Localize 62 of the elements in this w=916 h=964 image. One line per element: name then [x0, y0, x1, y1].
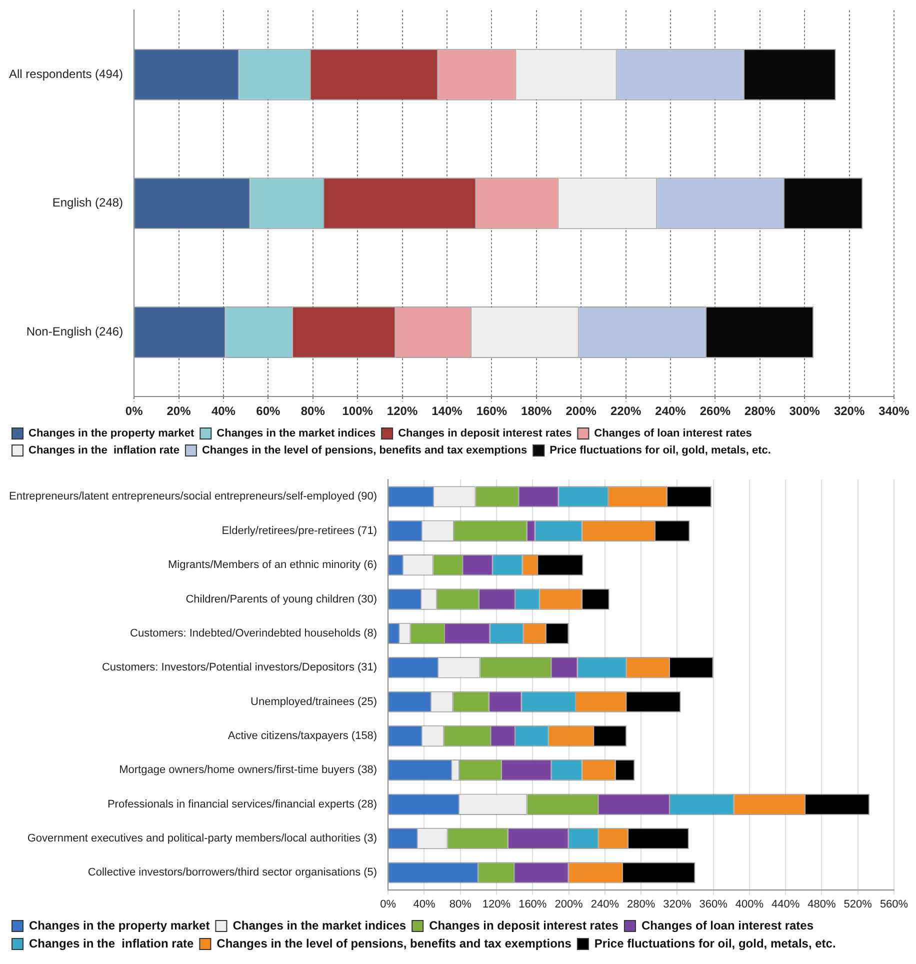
y-tick-label: Customers: Investors/Potential investors/Depositors (31)	[102, 662, 378, 674]
x-tick-label: 320%	[663, 898, 692, 910]
x-tick-label: 80%	[300, 404, 326, 418]
x-tick-label: 340%	[878, 404, 910, 418]
legend-label: Changes of loan interest rates	[641, 918, 814, 932]
legend-label: Price fluctuations for oil, gold, metals, etc.	[594, 936, 836, 950]
x-tick-label: 300%	[789, 404, 820, 418]
y-tick-label: Unemployed/trainees (25)	[250, 696, 378, 708]
legend-label: Changes in the inflation rate	[29, 936, 194, 950]
y-tick-label: Mortgage owners/home owners/first-time buyers (38)	[119, 764, 378, 776]
x-tick-label: 200%	[566, 404, 597, 418]
legend-label: Changes in the property market	[29, 918, 210, 932]
x-tick-label: 440%	[772, 898, 800, 910]
y-tick-label: Government executives and political-party members/local authorities (3)	[27, 832, 378, 845]
legend-label: Changes in the property market	[28, 428, 194, 440]
x-tick-label: 40%	[211, 404, 236, 418]
y-tick-label: English (248)	[52, 196, 124, 210]
x-tick-label: 0%	[125, 404, 144, 418]
legend-label: Changes in the inflation rate	[28, 444, 180, 457]
x-tick-label: 240%	[655, 404, 686, 418]
x-tick-label: 560%	[880, 898, 908, 910]
y-tick-label: Professionals in financial services/financial experts (28)	[107, 798, 378, 810]
x-tick-label: 160%	[476, 404, 508, 418]
x-tick-label: 160%	[518, 898, 547, 910]
y-tick-label: Elderly/retirees/pre-retirees (71)	[222, 524, 378, 537]
x-tick-label: 100%	[342, 404, 374, 418]
legend-label: Changes in deposit interest rates	[429, 918, 619, 932]
legend-label: Changes in deposit interest rates	[398, 428, 572, 440]
legend-label: Changes in the market indices	[216, 428, 376, 440]
legend-label: Price fluctuations for oil, gold, metals, etc.	[550, 444, 771, 457]
x-tick-label: 240%	[590, 898, 620, 910]
y-tick-label: All respondents (494)	[8, 66, 124, 81]
x-tick-label: 480%	[808, 898, 836, 910]
y-tick-label: Customers: Indebted/Overindebted households (8)	[130, 627, 378, 640]
y-tick-label: Migrants/Members of an ethnic minority (6)	[168, 559, 378, 572]
legend-label: Changes of loan interest rates	[594, 428, 752, 440]
x-tick-label: 520%	[844, 898, 872, 910]
x-tick-label: 180%	[521, 404, 552, 418]
x-tick-label: 320%	[834, 404, 865, 418]
x-tick-label: 140%	[432, 404, 463, 418]
x-tick-label: 220%	[610, 404, 642, 418]
x-tick-label: 80%	[449, 898, 472, 910]
x-tick-label: 120%	[482, 898, 511, 910]
y-tick-label: Children/Parents of young children (30)	[186, 593, 378, 606]
x-tick-label: 280%	[744, 404, 776, 418]
y-tick-label: Active citizens/taxpayers (158)	[228, 730, 378, 742]
x-tick-label: 40%	[413, 898, 436, 910]
x-tick-label: 260%	[700, 404, 731, 418]
x-tick-label: 360%	[699, 898, 728, 910]
x-tick-label: 400%	[735, 898, 764, 910]
y-tick-label: Entrepreneurs/latent entrepreneurs/social entrepreneurs/self-employed (90)	[8, 490, 378, 503]
legend-label: Changes in the market indices	[232, 918, 406, 932]
x-tick-label: 280%	[626, 898, 656, 910]
x-tick-label: 20%	[166, 404, 192, 418]
x-tick-label: 60%	[256, 404, 281, 418]
x-tick-label: 0%	[380, 898, 396, 910]
legend-label: Changes in the level of pensions, benefits and tax exemptions	[216, 936, 572, 950]
y-tick-label: Collective investors/borrowers/third sector organisations (5)	[88, 866, 378, 879]
y-tick-label: Non-English (246)	[26, 324, 124, 339]
legend-label: Changes in the level of pensions, benefits and tax exemptions	[202, 444, 528, 457]
x-tick-label: 120%	[386, 404, 418, 418]
x-tick-label: 200%	[554, 898, 584, 910]
